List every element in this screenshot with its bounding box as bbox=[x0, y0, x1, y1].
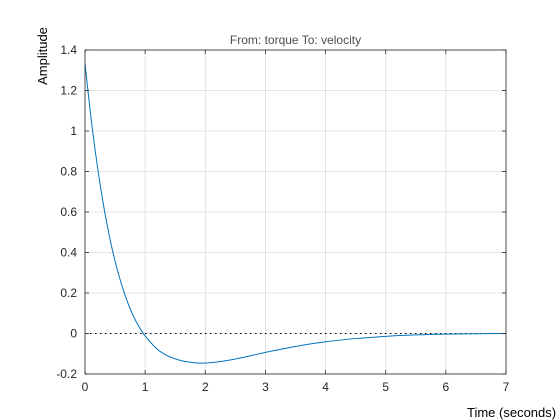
y-tick-label: 0.4 bbox=[60, 246, 77, 260]
y-axis-label: Amplitude bbox=[35, 27, 50, 85]
y-tick-label: 1 bbox=[70, 124, 77, 138]
series-line bbox=[84, 63, 507, 364]
y-tick-label: 0.6 bbox=[60, 205, 77, 219]
x-tick-label: 1 bbox=[142, 380, 149, 394]
x-tick-label: 7 bbox=[503, 380, 510, 394]
x-tick-label: 3 bbox=[262, 380, 269, 394]
tick-marks bbox=[84, 49, 507, 375]
y-tick-label: 0.8 bbox=[60, 165, 77, 179]
x-tick-label: 2 bbox=[202, 380, 209, 394]
y-tick-label: 0 bbox=[70, 327, 77, 341]
x-tick-label: 6 bbox=[443, 380, 450, 394]
y-tick-label: -0.2 bbox=[56, 367, 77, 381]
y-tick-label: 0.2 bbox=[60, 286, 77, 300]
y-tick-label: 1.4 bbox=[60, 43, 77, 57]
x-axis-label: Time (seconds) bbox=[467, 405, 556, 420]
tick-labels: 0 1 2 3 4 5 6 7 -0.2 0 0.2 0.4 0.6 0.8 1 1.2 1.4 bbox=[56, 43, 509, 394]
y-tick-label: 1.2 bbox=[60, 84, 77, 98]
chart-title: From: torque To: velocity bbox=[230, 33, 361, 47]
x-tick-label: 0 bbox=[82, 380, 89, 394]
x-tick-label: 4 bbox=[322, 380, 329, 394]
x-tick-label: 5 bbox=[382, 380, 389, 394]
